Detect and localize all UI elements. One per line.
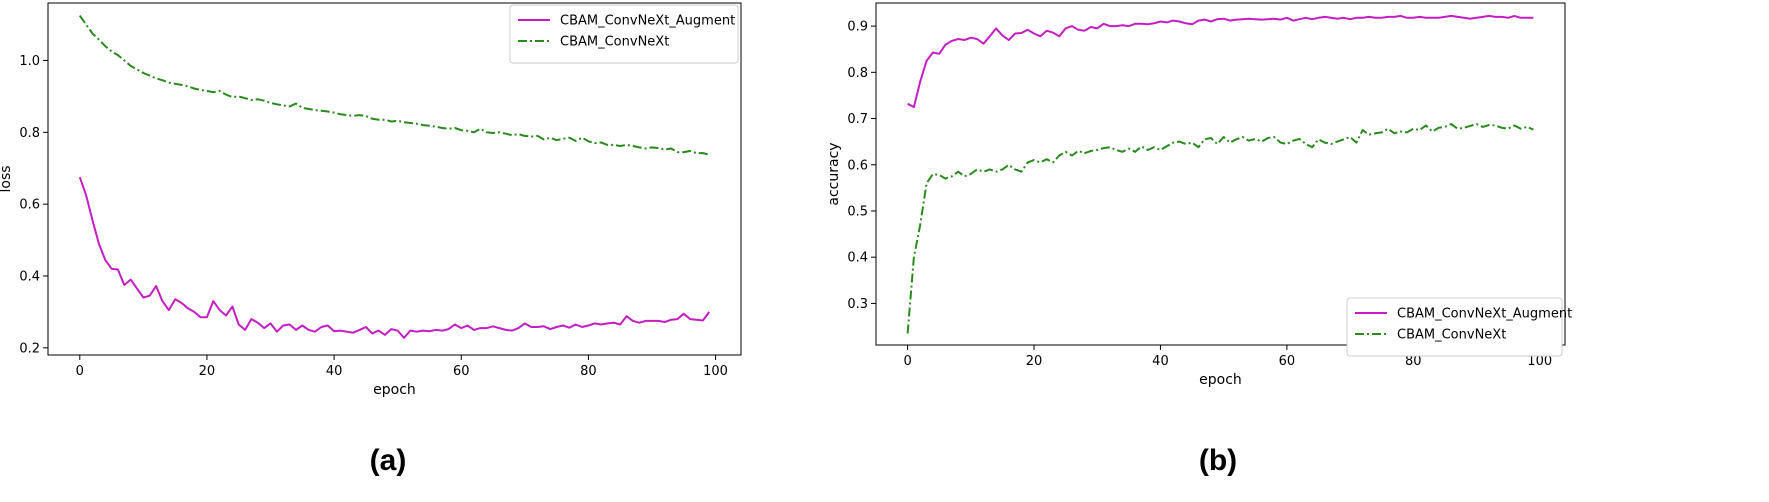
x-tick-label: 60 (1279, 354, 1296, 369)
y-tick-label: 0.9 (847, 20, 868, 35)
legend: CBAM_ConvNeXt_Augment CBAM_ConvNeXt (1346, 297, 1572, 357)
x-tick-label: 0 (76, 364, 84, 379)
legend: CBAM_ConvNeXt_Augment CBAM_ConvNeXt (509, 4, 739, 64)
series-line-1 (906, 123, 1534, 334)
panel-caption: (b) (1199, 444, 1237, 477)
x-tick-label: 60 (453, 364, 470, 379)
x-tick-label: 40 (326, 364, 343, 379)
legend-label: CBAM_ConvNeXt_Augment (560, 14, 735, 29)
y-axis-label: loss (0, 165, 14, 192)
y-tick-label: 0.6 (847, 158, 868, 173)
y-tick-label: 0.2 (19, 341, 40, 356)
y-tick-label: 0.8 (19, 126, 40, 141)
y-tick-label: 0.6 (19, 198, 40, 213)
y-tick-label: 0.4 (847, 251, 868, 266)
x-tick-label: 20 (199, 364, 216, 379)
y-tick-label: 1.0 (19, 54, 40, 69)
y-axis-label: accuracy (826, 142, 842, 205)
x-tick-label: 40 (1152, 354, 1169, 369)
plot-frame (875, 2, 1566, 346)
y-tick-label: 0.8 (847, 66, 868, 81)
x-tick-label: 0 (903, 354, 911, 369)
x-tick-label: 80 (1405, 354, 1422, 369)
series-line-1 (78, 15, 710, 156)
legend-label: CBAM_ConvNeXt_Augment (1397, 307, 1572, 322)
panel-caption: (a) (370, 444, 407, 477)
accuracy-chart-panel: 0 20 40 60 80 100 0.3 0.4 0.5 0.6 0.7 0.8 0.9 epoch ac… (826, 2, 1572, 477)
y-tick-label: 0.5 (847, 204, 868, 219)
y-tick-label: 0.3 (847, 297, 868, 312)
legend-box (1346, 297, 1563, 357)
series-line-0 (907, 14, 1534, 108)
x-axis-label: epoch (373, 382, 416, 398)
y-tick-label: 0.7 (847, 112, 868, 127)
x-tick-label: 80 (580, 364, 597, 379)
x-tick-label: 20 (1026, 354, 1043, 369)
legend-label: CBAM_ConvNeXt (1397, 328, 1506, 343)
loss-chart-panel: 0 20 40 60 80 100 0.2 0.4 0.6 0.8 1.0 epoch loss CBAM… (0, 2, 742, 477)
series-line-0 (78, 176, 711, 339)
x-tick-label: 100 (1527, 354, 1552, 369)
legend-box (509, 4, 739, 64)
x-axis-label: epoch (1199, 372, 1242, 388)
x-tick-label: 100 (703, 364, 728, 379)
y-tick-label: 0.4 (19, 269, 40, 284)
legend-label: CBAM_ConvNeXt (560, 35, 669, 50)
plot-frame (47, 2, 742, 356)
